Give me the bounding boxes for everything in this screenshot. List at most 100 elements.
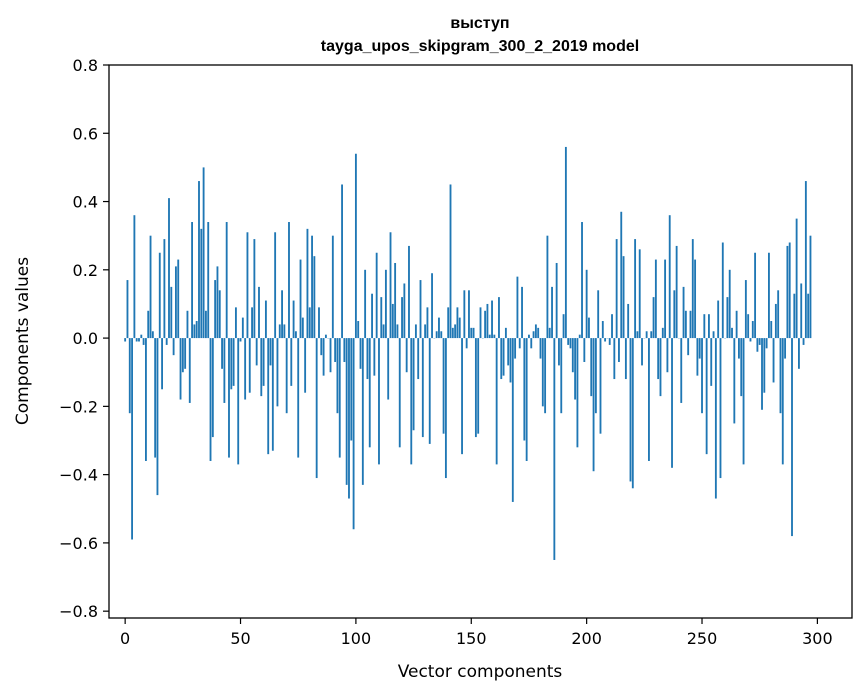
bar (714, 338, 717, 499)
bar (292, 300, 295, 339)
bar (308, 307, 311, 339)
bar (253, 239, 256, 339)
bar (354, 153, 357, 339)
bar (350, 338, 353, 441)
bar (188, 338, 191, 403)
bar (225, 222, 228, 339)
bar (599, 338, 602, 434)
bar (470, 327, 473, 339)
bar (294, 331, 297, 339)
bar (622, 256, 625, 339)
bar (366, 338, 369, 380)
bar (615, 239, 618, 339)
bar (322, 338, 325, 376)
bar (597, 290, 600, 339)
bar (530, 338, 533, 349)
bar (133, 215, 136, 339)
bar (331, 235, 334, 339)
bar (645, 331, 648, 339)
bar (315, 338, 318, 479)
bar (546, 235, 549, 339)
bar (569, 338, 572, 349)
bar (181, 338, 184, 373)
bar (705, 338, 708, 455)
bar (255, 338, 258, 366)
bar (218, 290, 221, 339)
bar (650, 331, 653, 339)
bar (311, 235, 313, 339)
bar (583, 338, 586, 362)
bar (172, 338, 175, 356)
x-tick-label: 100 (341, 629, 372, 648)
bar (638, 249, 641, 339)
bar (710, 338, 713, 386)
bar (239, 338, 242, 342)
bar (744, 280, 747, 339)
bar (761, 338, 763, 410)
bar (601, 321, 604, 339)
bar (447, 307, 450, 339)
bar (128, 338, 131, 414)
bar (336, 338, 339, 414)
bar (793, 293, 796, 339)
bar (244, 338, 247, 400)
bar (560, 338, 563, 414)
bar (378, 338, 380, 465)
bar (620, 211, 623, 339)
bar (428, 338, 431, 444)
bar (721, 242, 724, 339)
y-axis-ticks: −0.8 −0.6 −0.4 −0.2 0.0 0.2 0.4 0.6 0.8 (59, 56, 109, 621)
bar (283, 324, 286, 339)
bar (198, 181, 200, 339)
bar (398, 338, 401, 448)
bar (680, 338, 683, 403)
bar (179, 338, 182, 400)
bar (124, 338, 127, 342)
bar (444, 338, 447, 479)
bar (488, 334, 491, 339)
bar (800, 283, 803, 339)
bar (539, 338, 542, 359)
bar (479, 307, 482, 339)
bar (511, 338, 514, 502)
bar (435, 331, 438, 339)
bar (555, 262, 558, 339)
bar (285, 338, 288, 414)
bar (258, 286, 260, 339)
bar (528, 334, 530, 339)
x-tick-label: 250 (687, 629, 718, 648)
bar (629, 338, 632, 482)
bar (717, 300, 720, 339)
y-tick-label: −0.6 (59, 534, 98, 553)
bar (694, 259, 697, 339)
bar (364, 269, 367, 339)
bar (237, 338, 240, 465)
bar (798, 338, 800, 369)
bar (313, 256, 316, 339)
bar (618, 338, 620, 362)
bar (523, 338, 526, 441)
bar (338, 338, 341, 458)
bar (747, 314, 750, 339)
bar (449, 184, 452, 339)
bar (472, 327, 475, 339)
bar (156, 338, 159, 496)
bar (361, 338, 364, 485)
bar (728, 269, 731, 339)
bar (518, 338, 521, 349)
bar (163, 239, 166, 339)
bar (532, 331, 535, 339)
bar (421, 338, 424, 438)
bar (419, 280, 422, 339)
bar (631, 338, 634, 489)
bar (341, 184, 343, 339)
bar (138, 338, 140, 342)
bar (359, 338, 362, 369)
bar (668, 215, 671, 339)
bar (251, 307, 253, 339)
bar (214, 280, 217, 339)
bar (682, 286, 685, 339)
bar (548, 327, 551, 339)
bar (731, 327, 733, 339)
